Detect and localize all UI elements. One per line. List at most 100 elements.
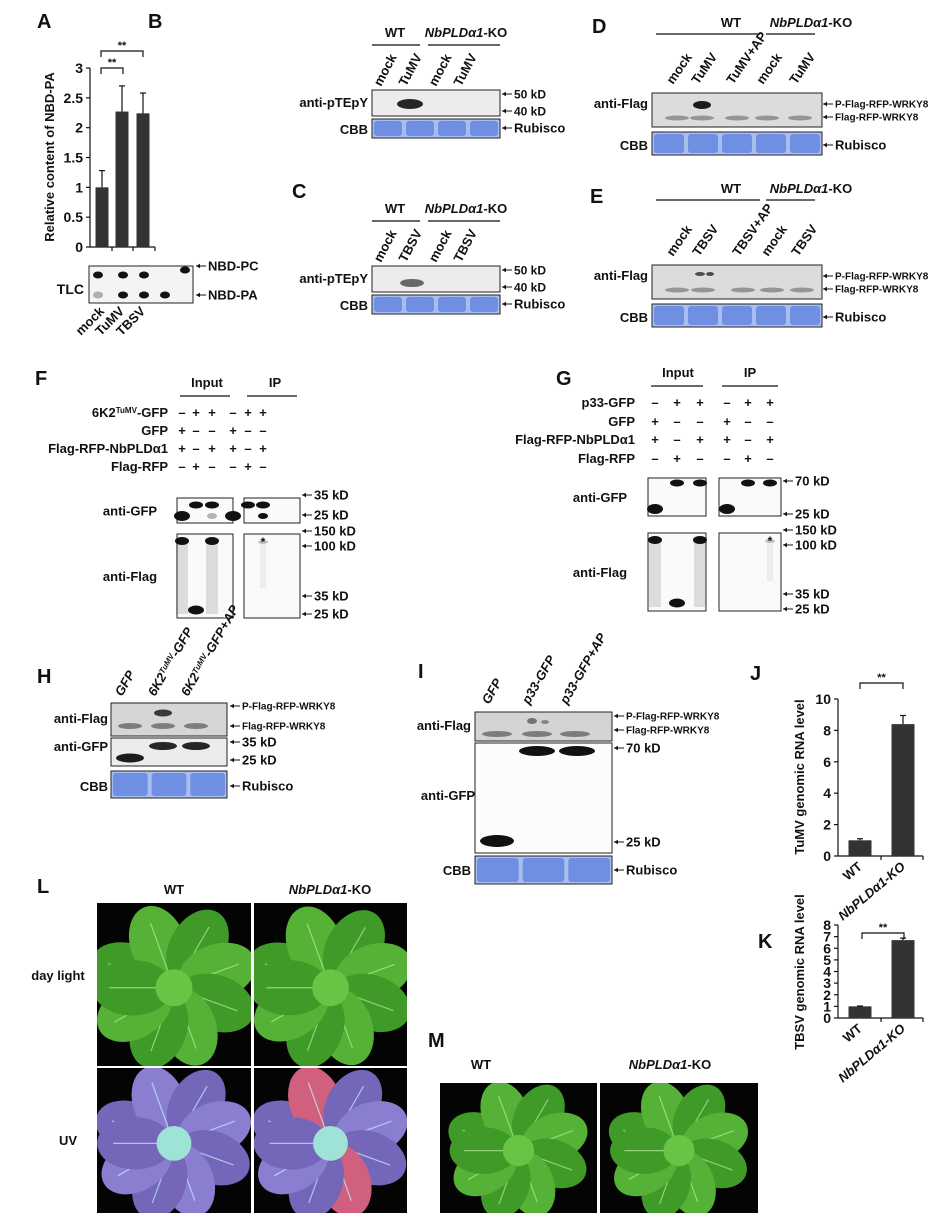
band: [241, 501, 255, 509]
marker-rubisco: Rubisco: [514, 297, 565, 312]
ko-gene: NbPLDα1: [770, 181, 829, 196]
nbd-pc-marker: NBD-PC: [208, 259, 259, 274]
asterisk-mark: *: [698, 477, 703, 491]
condition-label: 6K2TuMV-GFP: [92, 405, 168, 420]
band: [151, 723, 175, 729]
arrow-icon: [230, 757, 234, 763]
band: [482, 731, 512, 737]
arrow-icon: [230, 703, 234, 709]
y-tick-label: 1.5: [64, 150, 84, 166]
arrow-icon: [823, 314, 827, 320]
row-label-anti-flag: anti-Flag: [103, 569, 157, 584]
anti-flag-blot: [718, 532, 782, 612]
phospho-band: [693, 101, 711, 109]
rubisco-band: [722, 306, 752, 325]
flag-rfp-wrky8-band: [760, 287, 784, 293]
sign-mark: +: [178, 423, 186, 438]
condition-label: p33-GFP: [582, 395, 636, 410]
plant: [608, 1083, 749, 1213]
smear: [767, 543, 773, 581]
rubisco-band: [654, 306, 684, 325]
sign-mark: –: [723, 451, 730, 466]
smear: [694, 541, 706, 607]
band: [719, 504, 735, 514]
band: [184, 723, 208, 729]
anti-gfp-blot: [474, 742, 613, 854]
ko-gene: NbPLDα1: [629, 1057, 688, 1072]
y-tick-label: 1: [823, 998, 831, 1014]
y-tick-label: 0: [75, 239, 83, 255]
lane-label: p33-GFP: [518, 652, 558, 707]
nbd-pa-marker: NBD-PA: [208, 288, 258, 303]
ko-suffix: -KO: [483, 201, 507, 216]
band: [225, 511, 241, 521]
row-label-anti-gfp: anti-GFP: [573, 490, 627, 505]
arrow-icon: [783, 606, 787, 612]
molecular-weight-marker: 35 kD: [314, 589, 349, 604]
arrow-icon: [502, 125, 506, 131]
lane-label: TBSV: [395, 226, 425, 264]
marker-50kd: 50 kD: [514, 263, 546, 277]
sign-mark: +: [244, 459, 252, 474]
panel-label-l: L: [37, 876, 49, 898]
wt-group-label: WT: [721, 181, 741, 196]
rubisco-band: [790, 306, 820, 325]
significance-label: **: [879, 922, 888, 934]
asterisk-mark: *: [210, 499, 215, 513]
row-label-anti-gfp: anti-GFP: [421, 788, 475, 803]
ko-group-label: NbPLDα1-KO: [425, 25, 507, 40]
sign-mark: +: [673, 395, 681, 410]
molecular-weight-marker: 150 kD: [314, 524, 356, 539]
sign-mark: –: [673, 414, 680, 429]
sign-mark: –: [744, 432, 751, 447]
rubisco-band: [470, 121, 498, 136]
lane-label: TBSV: [788, 221, 820, 258]
band: [182, 742, 210, 750]
sign-mark: –: [192, 441, 199, 456]
molecular-weight-marker: 25 kD: [314, 508, 349, 523]
marker-rubisco: Rubisco: [835, 138, 886, 153]
tlc-spot: [160, 291, 170, 299]
asterisk-mark: *: [746, 477, 751, 491]
y-tick-label: 6: [823, 940, 831, 956]
y-tick-label: 0: [823, 848, 831, 864]
tlc-label: TLC: [57, 281, 84, 297]
band: [765, 539, 775, 543]
ko-suffix: -KO: [483, 25, 507, 40]
significance-label: **: [118, 40, 127, 52]
arrow-icon: [230, 723, 234, 729]
ko-suffix: -KO: [687, 1057, 711, 1072]
marker-40kd: 40 kD: [514, 280, 546, 294]
molecular-weight-marker: 150 kD: [795, 523, 837, 538]
marker-p-flag-rfp-wrky8: P-Flag-RFP-WRKY8: [835, 100, 929, 111]
rubisco-band: [688, 306, 718, 325]
sign-mark: +: [673, 451, 681, 466]
row-label-anti-flag: anti-Flag: [417, 718, 471, 733]
sign-mark: –: [696, 451, 703, 466]
ko-group-label: NbPLDα1-KO: [629, 1057, 711, 1072]
marker-label: P-Flag-RFP-WRKY8: [626, 712, 720, 723]
western-blot: [371, 89, 501, 117]
row-label-cbb: CBB: [340, 298, 368, 313]
sign-mark: +: [192, 459, 200, 474]
row-label-anti-gfp: anti-GFP: [103, 504, 157, 519]
label-part: -GFP: [167, 624, 196, 659]
flag-rfp-wrky8-band: [790, 287, 814, 293]
rubisco-band: [756, 134, 786, 153]
smear: [206, 542, 218, 614]
lane-label: TBSV: [689, 221, 721, 258]
sign-mark: –: [696, 414, 703, 429]
asterisk-mark: *: [768, 477, 773, 491]
bar: [848, 1006, 872, 1018]
band: [118, 723, 142, 729]
significance-label: **: [108, 57, 117, 69]
rubisco-band: [438, 121, 466, 136]
sign-mark: +: [696, 395, 704, 410]
lane-label: p33-GFP+AP: [556, 630, 609, 707]
plant: [97, 1068, 251, 1213]
band: [741, 479, 755, 487]
ko-group-label: NbPLDα1-KO: [770, 15, 852, 30]
wt-group-label: WT: [385, 25, 405, 40]
lane-label: GFP: [479, 676, 506, 707]
rubisco-band: [438, 297, 466, 312]
